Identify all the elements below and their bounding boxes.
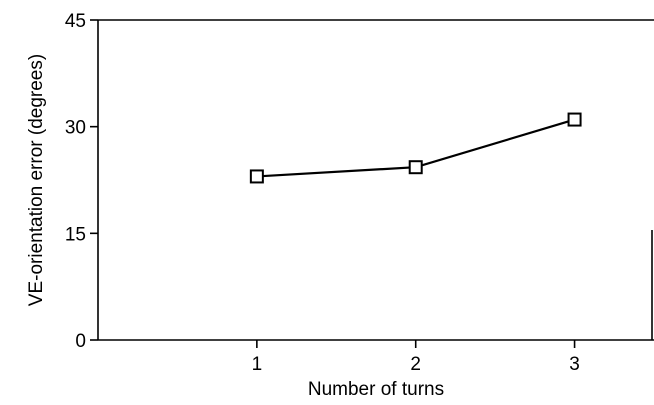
data-point-marker [567, 112, 582, 127]
y-tick-label: 45 [65, 11, 86, 32]
data-point-marker [408, 160, 423, 175]
y-tick-label: 15 [65, 224, 86, 245]
y-axis-label: VE-orientation error (degrees) [26, 54, 47, 306]
tick-group: 0 15 30 45 1 2 3 [65, 11, 580, 375]
x-tick-label: 2 [410, 354, 421, 375]
y-tick-label: 0 [75, 331, 86, 352]
y-tick-label: 30 [65, 118, 86, 139]
series-group [249, 112, 582, 184]
data-point-marker [249, 169, 264, 184]
x-tick-label: 1 [252, 354, 263, 375]
x-tick-label: 3 [569, 354, 580, 375]
x-axis-label: Number of turns [308, 379, 444, 400]
